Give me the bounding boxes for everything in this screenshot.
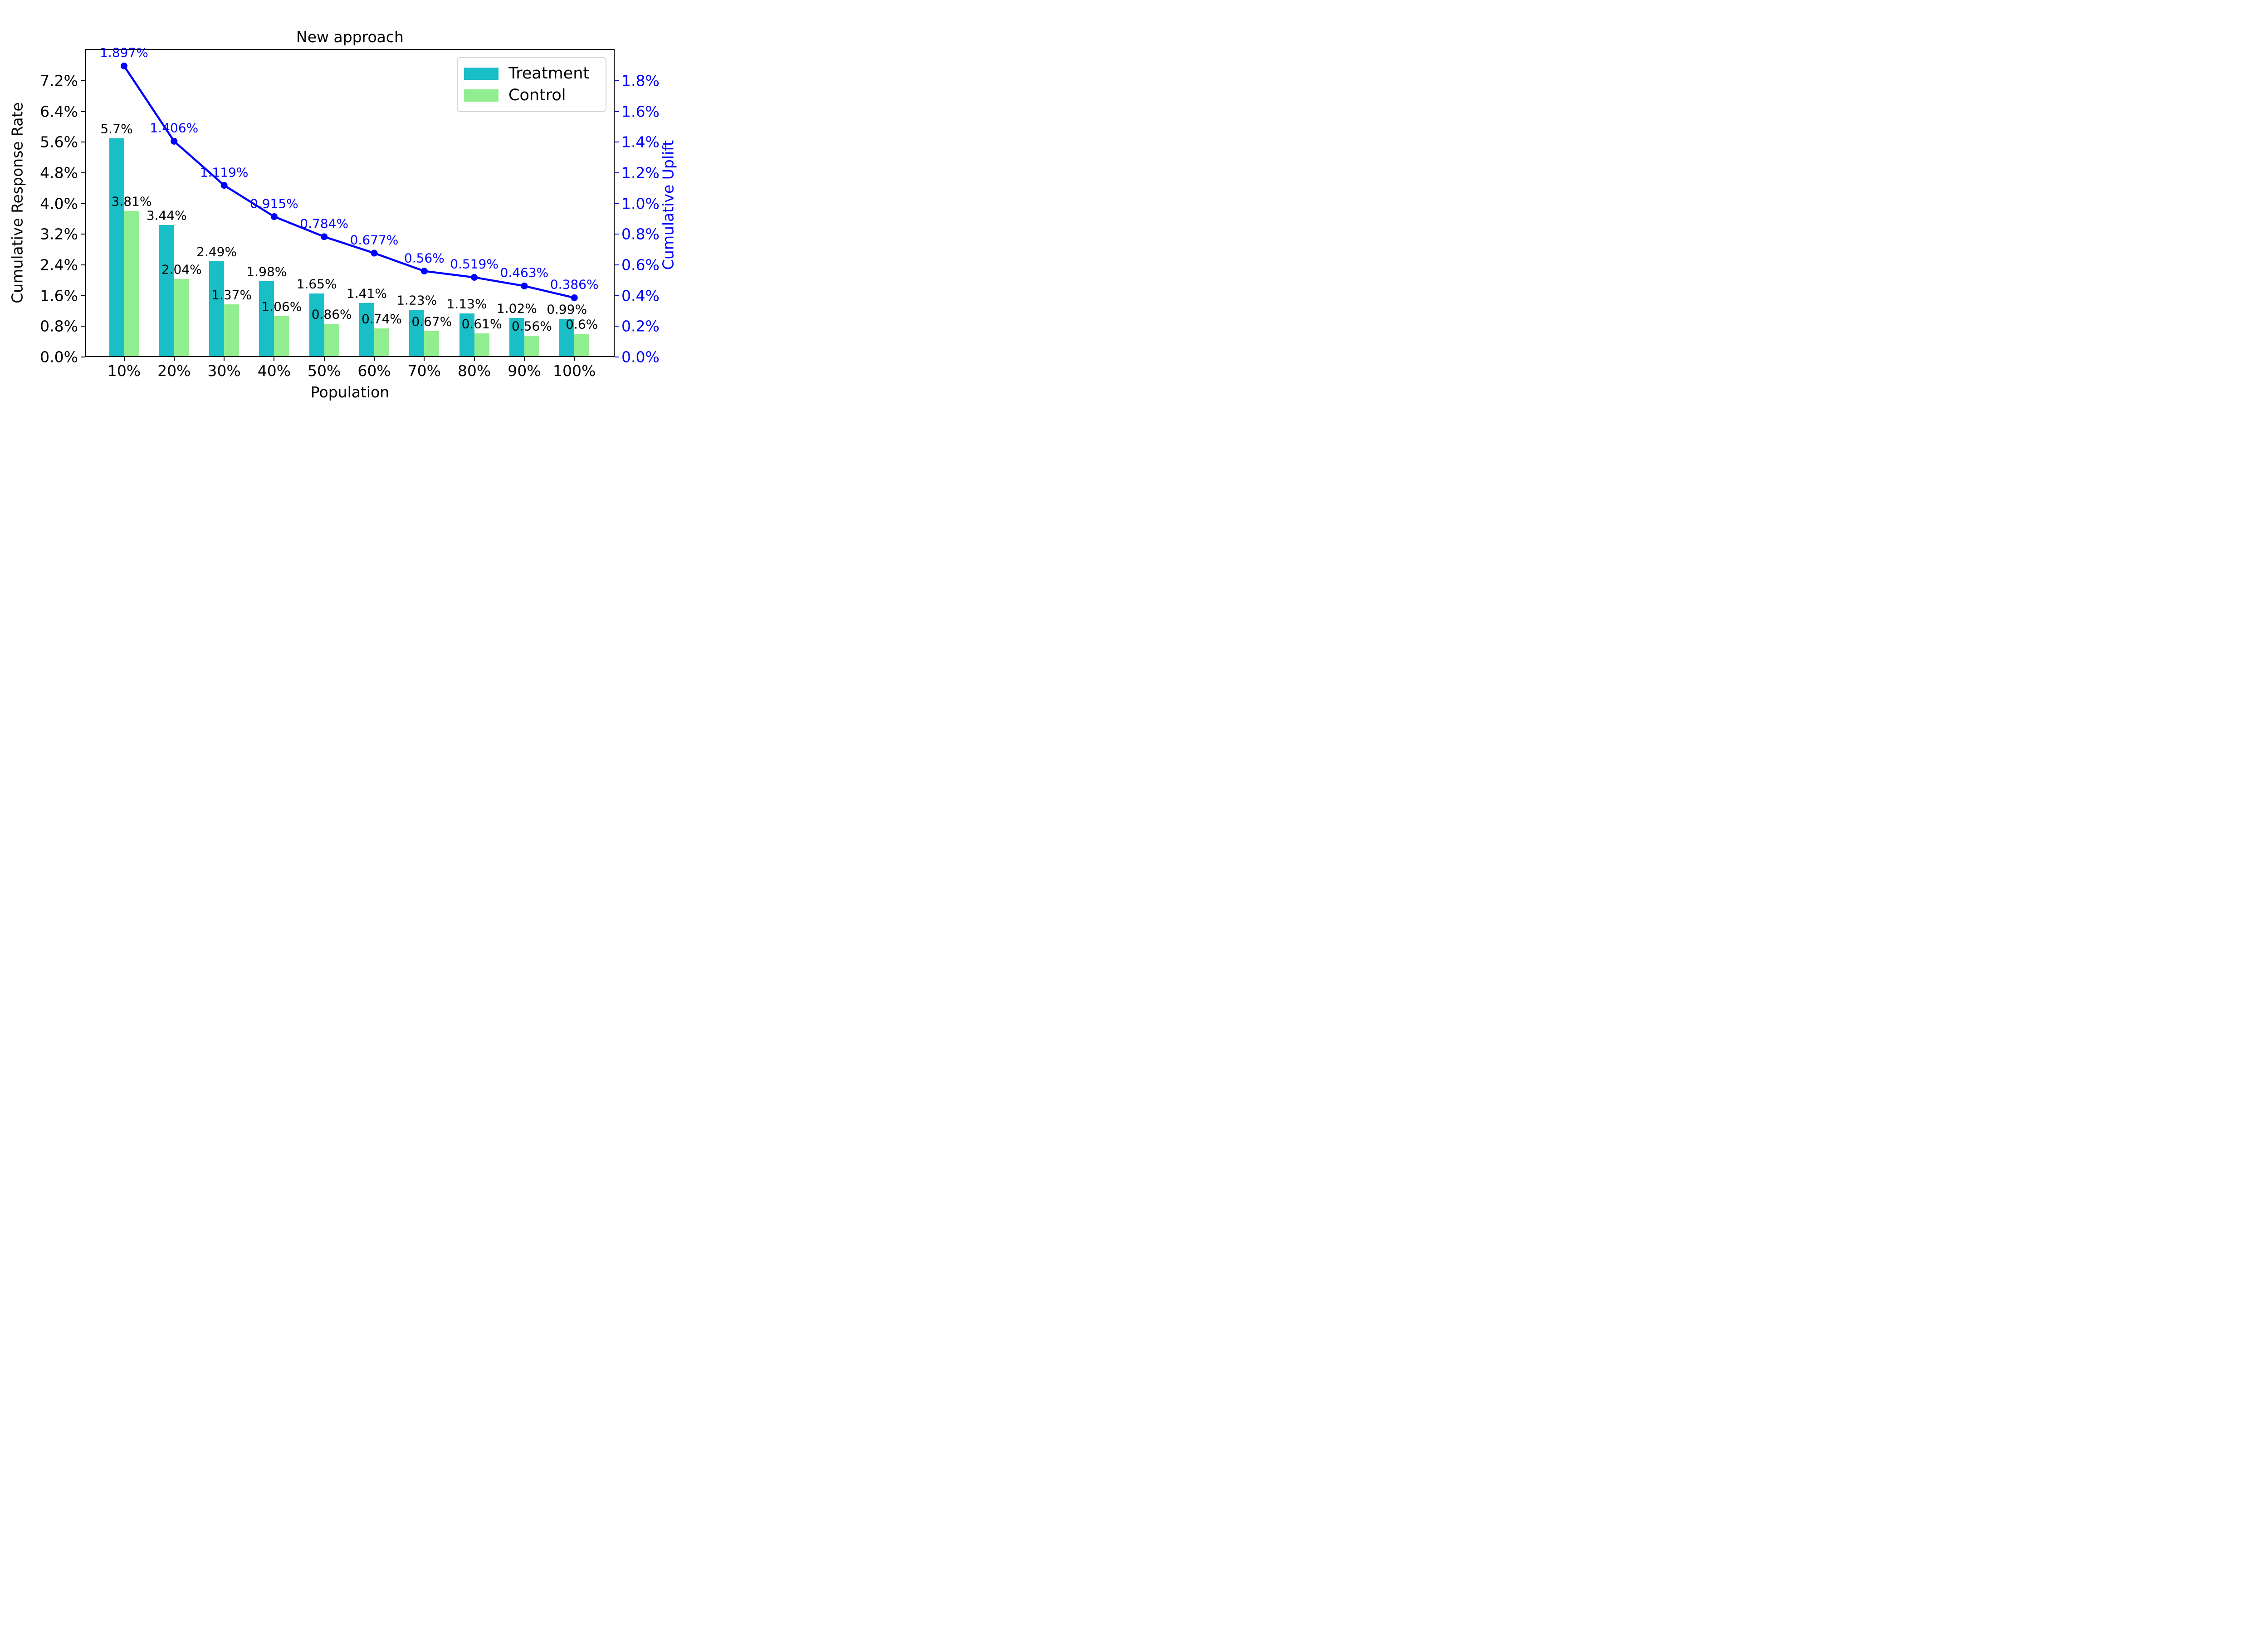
y-right-tick-label: 1.6% <box>621 103 660 121</box>
chart-title: New approach <box>296 28 404 46</box>
control-swatch-icon <box>464 89 499 102</box>
y-right-tick-mark <box>615 234 619 235</box>
y-right-tick-mark <box>615 80 619 82</box>
x-tick-mark <box>374 357 375 361</box>
y-left-tick-mark <box>81 295 85 296</box>
y-right-tick-label: 1.0% <box>621 195 660 213</box>
x-tick-mark <box>323 357 325 361</box>
x-tick-label: 30% <box>207 362 241 380</box>
y-left-tick-label: 1.6% <box>40 287 78 305</box>
x-tick-label: 40% <box>257 362 291 380</box>
x-tick-mark <box>474 357 475 361</box>
x-tick-label: 60% <box>357 362 391 380</box>
y-left-tick-mark <box>81 326 85 327</box>
x-tick-label: 50% <box>308 362 341 380</box>
y-left-tick-label: 0.8% <box>40 317 78 335</box>
y-left-tick-mark <box>81 111 85 112</box>
y-right-tick-label: 1.8% <box>621 72 660 90</box>
x-tick-mark <box>523 357 525 361</box>
y-left-tick-mark <box>81 80 85 82</box>
y-left-tick-label: 7.2% <box>40 72 78 90</box>
x-tick-label: 80% <box>457 362 491 380</box>
x-tick-mark <box>173 357 175 361</box>
y-left-tick-mark <box>81 203 85 204</box>
y-right-tick-mark <box>615 111 619 112</box>
x-tick-mark <box>123 357 125 361</box>
legend-item-control: Control <box>464 88 599 103</box>
x-tick-label: 10% <box>107 362 141 380</box>
x-tick-label: 20% <box>157 362 191 380</box>
y-left-tick-label: 2.4% <box>40 256 78 274</box>
legend: Treatment Control <box>457 57 606 112</box>
y-right-tick-mark <box>615 203 619 204</box>
y-left-tick-label: 4.8% <box>40 164 78 182</box>
y-left-tick-label: 3.2% <box>40 225 78 243</box>
legend-label-treatment: Treatment <box>508 64 590 83</box>
y-right-tick-label: 0.8% <box>621 225 660 243</box>
x-axis-label: Population <box>310 383 390 401</box>
legend-label-control: Control <box>508 86 566 105</box>
x-tick-label: 70% <box>407 362 441 380</box>
y-right-tick-label: 0.0% <box>621 348 660 366</box>
y-left-tick-mark <box>81 264 85 266</box>
y-left-tick-label: 0.0% <box>40 348 78 366</box>
x-tick-mark <box>424 357 425 361</box>
treatment-swatch-icon <box>464 67 499 80</box>
y-right-tick-label: 1.4% <box>621 133 660 151</box>
y-right-tick-label: 1.2% <box>621 164 660 182</box>
x-tick-mark <box>224 357 225 361</box>
y-axis-right-label: Cumulative Uplift <box>659 140 677 270</box>
y-right-tick-mark <box>615 264 619 266</box>
y-left-tick-label: 4.0% <box>40 195 78 213</box>
y-right-tick-mark <box>615 326 619 327</box>
y-left-tick-mark <box>81 234 85 235</box>
uplift-chart-figure: New approach 0.0% 0.8% 1.6% 2.4% 3.2% 4.0% 4.8… <box>0 0 680 408</box>
y-left-tick-mark <box>81 172 85 174</box>
y-right-tick-mark <box>615 172 619 174</box>
legend-item-treatment: Treatment <box>464 64 599 83</box>
x-tick-mark <box>574 357 575 361</box>
y-left-tick-label: 5.6% <box>40 133 78 151</box>
y-right-tick-label: 0.2% <box>621 317 660 335</box>
y-right-tick-label: 0.4% <box>621 287 660 305</box>
y-right-tick-mark <box>615 295 619 296</box>
x-tick-label: 90% <box>508 362 541 380</box>
y-right-tick-label: 0.6% <box>621 256 660 274</box>
y-left-tick-label: 6.4% <box>40 103 78 121</box>
x-tick-label: 100% <box>553 362 596 380</box>
